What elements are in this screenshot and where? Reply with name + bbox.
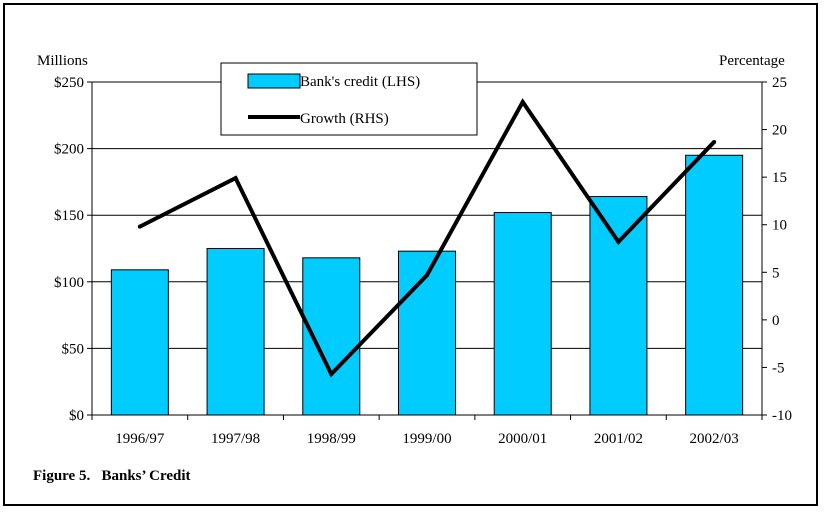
growth-point-2000/01 [520,99,525,104]
bar-1999/00 [398,250,456,416]
growth-point-2001/02 [616,239,621,244]
growth-point-1996/97 [137,224,142,229]
legend-label-bank-credit: Bank's credit (LHS) [300,74,420,90]
axes [91,82,763,416]
left-axis-ticks: $0 $50 $100 $150 $200 $250 [54,75,92,424]
left-tick-label: $50 [62,341,85,357]
growth-point-2002/03 [712,139,717,144]
bar-2000/01 [493,212,552,416]
right-tick-label: -10 [772,408,792,424]
left-axis-title: Millions [37,53,88,69]
x-tick-label: 1997/98 [211,431,260,447]
left-tick-label: $0 [69,408,84,424]
legend-label-growth: Growth (RHS) [300,111,389,127]
growth-point-1999/00 [425,273,429,278]
right-tick-label: 20 [772,123,787,139]
right-axis-ticks: -10 -5 0 5 10 15 20 25 [762,75,792,424]
bar-2002/03 [685,154,744,416]
left-tick-label: $150 [54,208,84,224]
right-tick-label: 5 [772,265,780,281]
left-tick-label: $200 [54,142,84,158]
bar-1997/98 [206,248,265,416]
right-tick-label: -5 [772,360,785,376]
growth-point-1998/99 [329,372,334,377]
legend: Bank's credit (LHS) Growth (RHS) [220,62,478,136]
growth-line-series [137,98,717,378]
bar-series [110,154,744,416]
right-tick-label: 10 [772,218,787,234]
right-tick-label: 15 [772,170,787,186]
left-tick-label: $250 [54,75,84,91]
right-axis-title: Percentage [719,53,785,69]
x-tick-label: 2000/01 [498,431,547,447]
bar-1998/99 [302,257,361,416]
legend-swatch-bar [247,73,301,89]
x-axis-ticks: 1996/97 1997/98 1998/99 1999/00 2000/01 2001/… [91,415,763,447]
x-tick-label: 1998/99 [307,431,356,447]
bar-2001/02 [589,196,648,416]
left-tick-label: $100 [54,275,84,291]
figure-caption: Figure 5. Banks’ Credit [33,468,191,484]
x-tick-label: 2002/03 [690,431,739,447]
bar-1996/97 [110,269,169,416]
growth-point-1997/98 [233,176,238,181]
x-tick-label: 1996/97 [115,431,165,447]
x-tick-label: 1999/00 [402,431,451,447]
right-tick-label: 0 [772,313,780,329]
right-tick-label: 25 [772,75,787,91]
x-tick-label: 2001/02 [594,431,643,447]
